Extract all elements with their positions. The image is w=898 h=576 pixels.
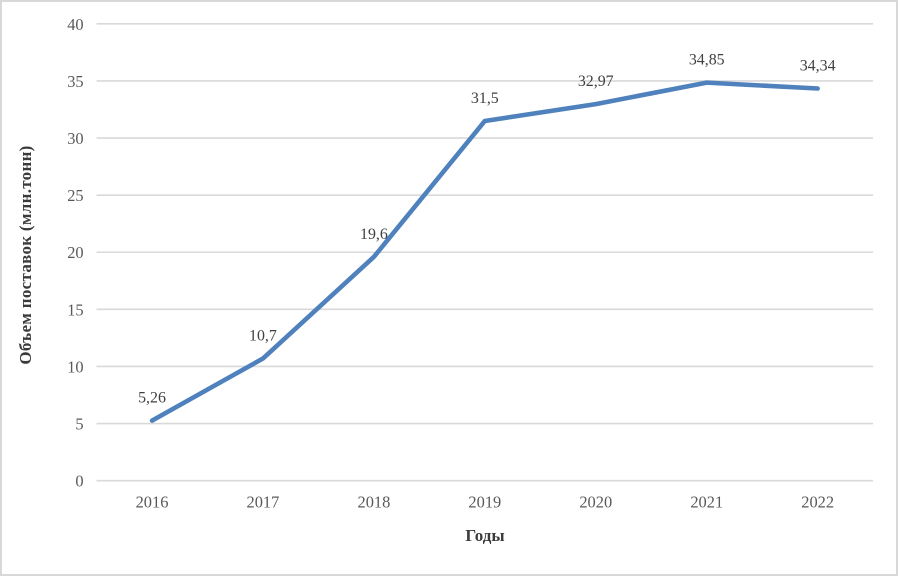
y-tick-label: 10 — [67, 357, 83, 376]
data-label: 5,26 — [138, 390, 166, 407]
data-label: 34,34 — [800, 58, 836, 75]
y-axis-title: Объем поставок (млн.тонн) — [16, 145, 35, 365]
y-tick-label: 35 — [67, 72, 83, 91]
y-tick-label: 20 — [67, 243, 83, 262]
y-tick-label: 30 — [67, 129, 83, 148]
x-tick-label: 2016 — [136, 492, 169, 511]
x-tick-label: 2017 — [247, 492, 280, 511]
y-tick-label: 25 — [67, 186, 83, 205]
x-tick-label: 2019 — [468, 492, 501, 511]
y-tick-label: 40 — [67, 15, 83, 34]
y-tick-label: 0 — [75, 472, 83, 491]
data-label: 19,6 — [360, 226, 388, 243]
y-tick-label: 15 — [67, 300, 83, 319]
x-axis-title: Годы — [465, 526, 505, 545]
data-label: 34,85 — [689, 52, 725, 69]
x-tick-label: 2020 — [579, 492, 612, 511]
data-label: 10,7 — [249, 328, 277, 345]
x-tick-label: 2021 — [690, 492, 723, 511]
data-label: 31,5 — [471, 90, 499, 107]
x-tick-label: 2022 — [801, 492, 834, 511]
y-tick-label: 5 — [75, 415, 83, 434]
data-line — [149, 80, 820, 423]
x-tick-label: 2018 — [358, 492, 391, 511]
data-label: 32,97 — [578, 73, 614, 90]
